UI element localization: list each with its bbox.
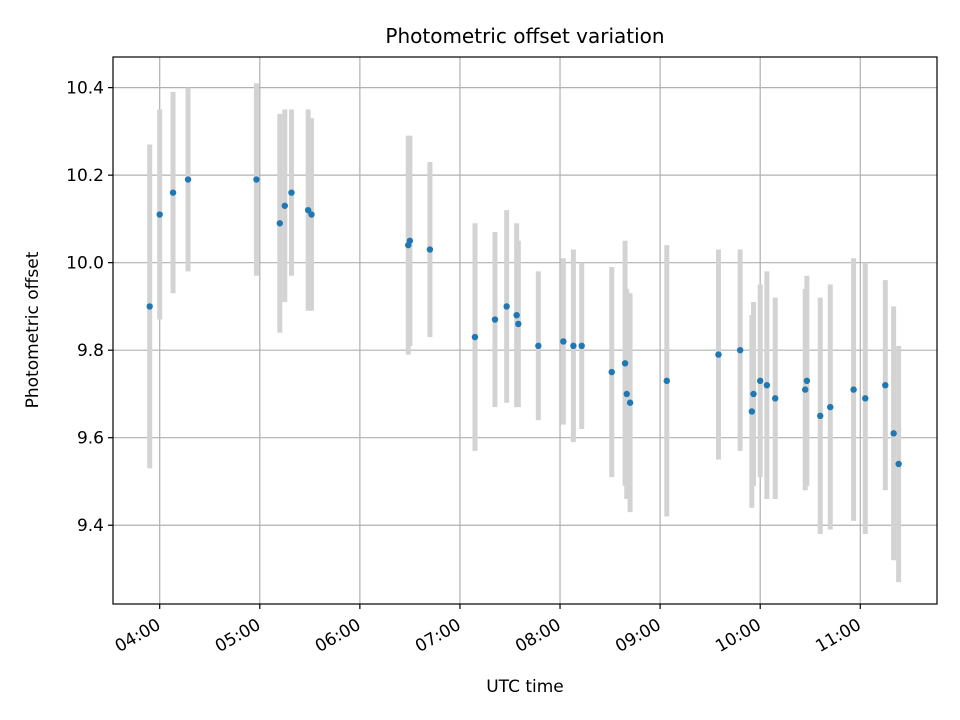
- data-point: [276, 220, 284, 227]
- data-point: [895, 460, 902, 468]
- y-axis-label: Photometric offset: [23, 251, 43, 408]
- data-point: [184, 176, 192, 183]
- data-point: [535, 342, 542, 350]
- data-point: [626, 399, 634, 406]
- data-point: [570, 342, 577, 350]
- data-point: [253, 176, 260, 183]
- data-point: [803, 377, 811, 385]
- y-tick-label: 10.4: [66, 79, 104, 99]
- data-point: [736, 346, 744, 354]
- y-tick-label: 9.6: [77, 429, 104, 449]
- chart-title: Photometric offset variation: [385, 24, 664, 48]
- data-point: [288, 189, 295, 196]
- data-point: [748, 408, 756, 415]
- data-point: [827, 403, 834, 411]
- data-point: [817, 412, 824, 420]
- data-point: [890, 430, 897, 437]
- data-point: [772, 395, 779, 402]
- data-point: [560, 338, 567, 345]
- data-point: [146, 303, 153, 310]
- data-point: [608, 368, 615, 376]
- data-point: [513, 311, 520, 319]
- x-axis-label: UTC time: [486, 677, 564, 697]
- data-point: [623, 390, 630, 398]
- point-layer: [146, 176, 902, 468]
- data-point: [406, 237, 414, 244]
- data-point: [156, 211, 163, 218]
- data-point: [882, 382, 889, 389]
- y-tick-label: 9.8: [77, 341, 104, 361]
- data-point: [850, 386, 857, 393]
- data-point: [750, 390, 757, 398]
- data-point: [281, 202, 289, 209]
- data-point: [756, 377, 764, 385]
- grid-layer: [113, 57, 937, 604]
- plot-frame: [112, 56, 938, 605]
- data-point: [169, 189, 177, 196]
- y-tick-label: 9.4: [77, 516, 104, 536]
- data-point: [715, 351, 722, 358]
- data-point: [802, 386, 809, 393]
- data-point: [304, 206, 312, 214]
- y-tick-label: 10.0: [66, 254, 104, 274]
- data-point: [491, 316, 499, 323]
- data-point: [862, 395, 869, 402]
- data-point: [763, 382, 771, 389]
- data-point: [426, 246, 434, 253]
- data-point: [503, 303, 510, 310]
- data-point: [515, 320, 522, 328]
- data-point: [308, 211, 315, 218]
- data-point: [471, 333, 479, 341]
- data-point: [663, 377, 670, 385]
- data-point: [578, 342, 585, 350]
- data-point: [621, 360, 629, 367]
- y-tick-label: 10.2: [66, 166, 104, 186]
